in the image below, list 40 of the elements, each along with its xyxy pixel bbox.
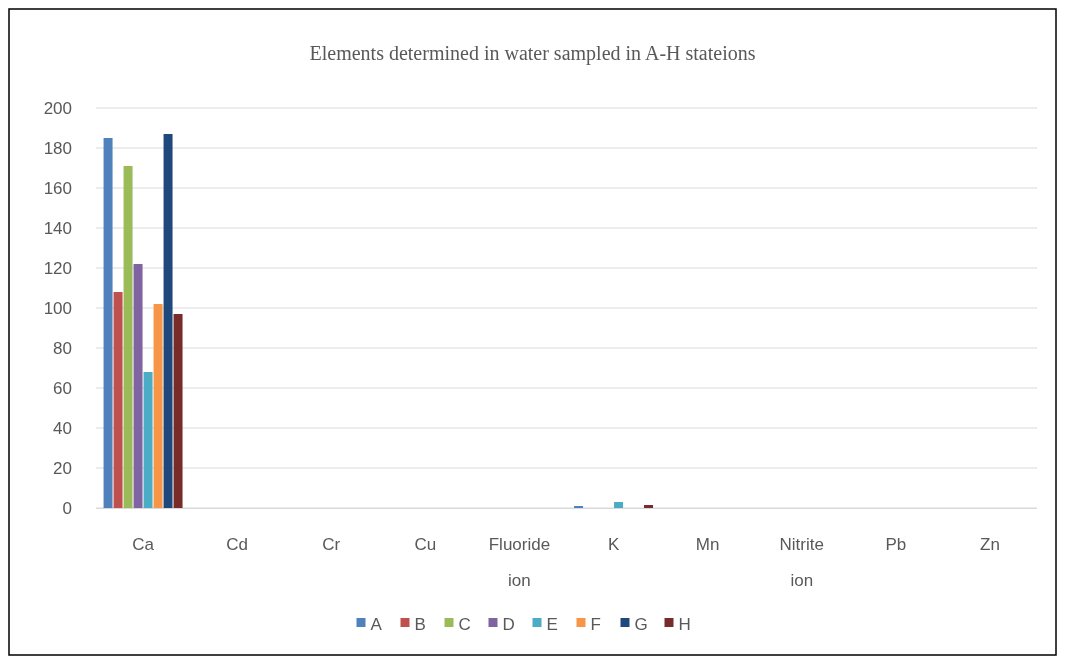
bar <box>133 264 143 508</box>
legend-label: C <box>458 614 471 634</box>
bar <box>143 372 153 508</box>
legend-label: D <box>502 614 515 634</box>
bar <box>103 138 113 508</box>
legend-label: B <box>414 614 426 634</box>
x-tick-label: Cu <box>414 535 437 554</box>
y-tick-label: 80 <box>53 338 72 358</box>
bar <box>153 304 163 508</box>
y-tick-label: 160 <box>43 178 72 198</box>
x-tick-label: Nitrite ion <box>779 535 824 590</box>
legend-label: F <box>590 614 601 634</box>
y-tick-label: 180 <box>43 138 72 158</box>
bar <box>614 502 624 508</box>
x-tick-label: Mn <box>695 535 720 554</box>
x-tick-label: K <box>607 535 620 554</box>
x-tick-label: Fluoride ion <box>488 535 551 590</box>
y-tick-label: 0 <box>62 498 72 518</box>
y-tick-label: 120 <box>43 258 72 278</box>
y-tick-label: 60 <box>53 378 72 398</box>
bar <box>163 134 173 508</box>
bar <box>113 292 123 508</box>
x-tick-label: Cr <box>322 535 341 554</box>
y-tick-label: 20 <box>53 458 72 478</box>
y-tick-label: 140 <box>43 218 72 238</box>
bar <box>123 166 133 508</box>
y-tick-label: 200 <box>43 98 72 118</box>
x-tick-label: Ca <box>132 535 155 554</box>
x-tick-label: Zn <box>980 535 1000 554</box>
x-tick-label: Pb <box>885 535 907 554</box>
legend-label: H <box>678 614 691 634</box>
legend-label: G <box>634 614 648 634</box>
bar <box>644 505 654 508</box>
legend-label: E <box>546 614 558 634</box>
y-tick-label: 40 <box>53 418 72 438</box>
bar <box>173 314 183 508</box>
legend-label: A <box>370 614 383 634</box>
x-tick-label: Cd <box>226 535 249 554</box>
chart-title: Elements determined in water sampled in A-H stateions <box>309 42 756 65</box>
y-tick-label: 100 <box>43 298 72 318</box>
